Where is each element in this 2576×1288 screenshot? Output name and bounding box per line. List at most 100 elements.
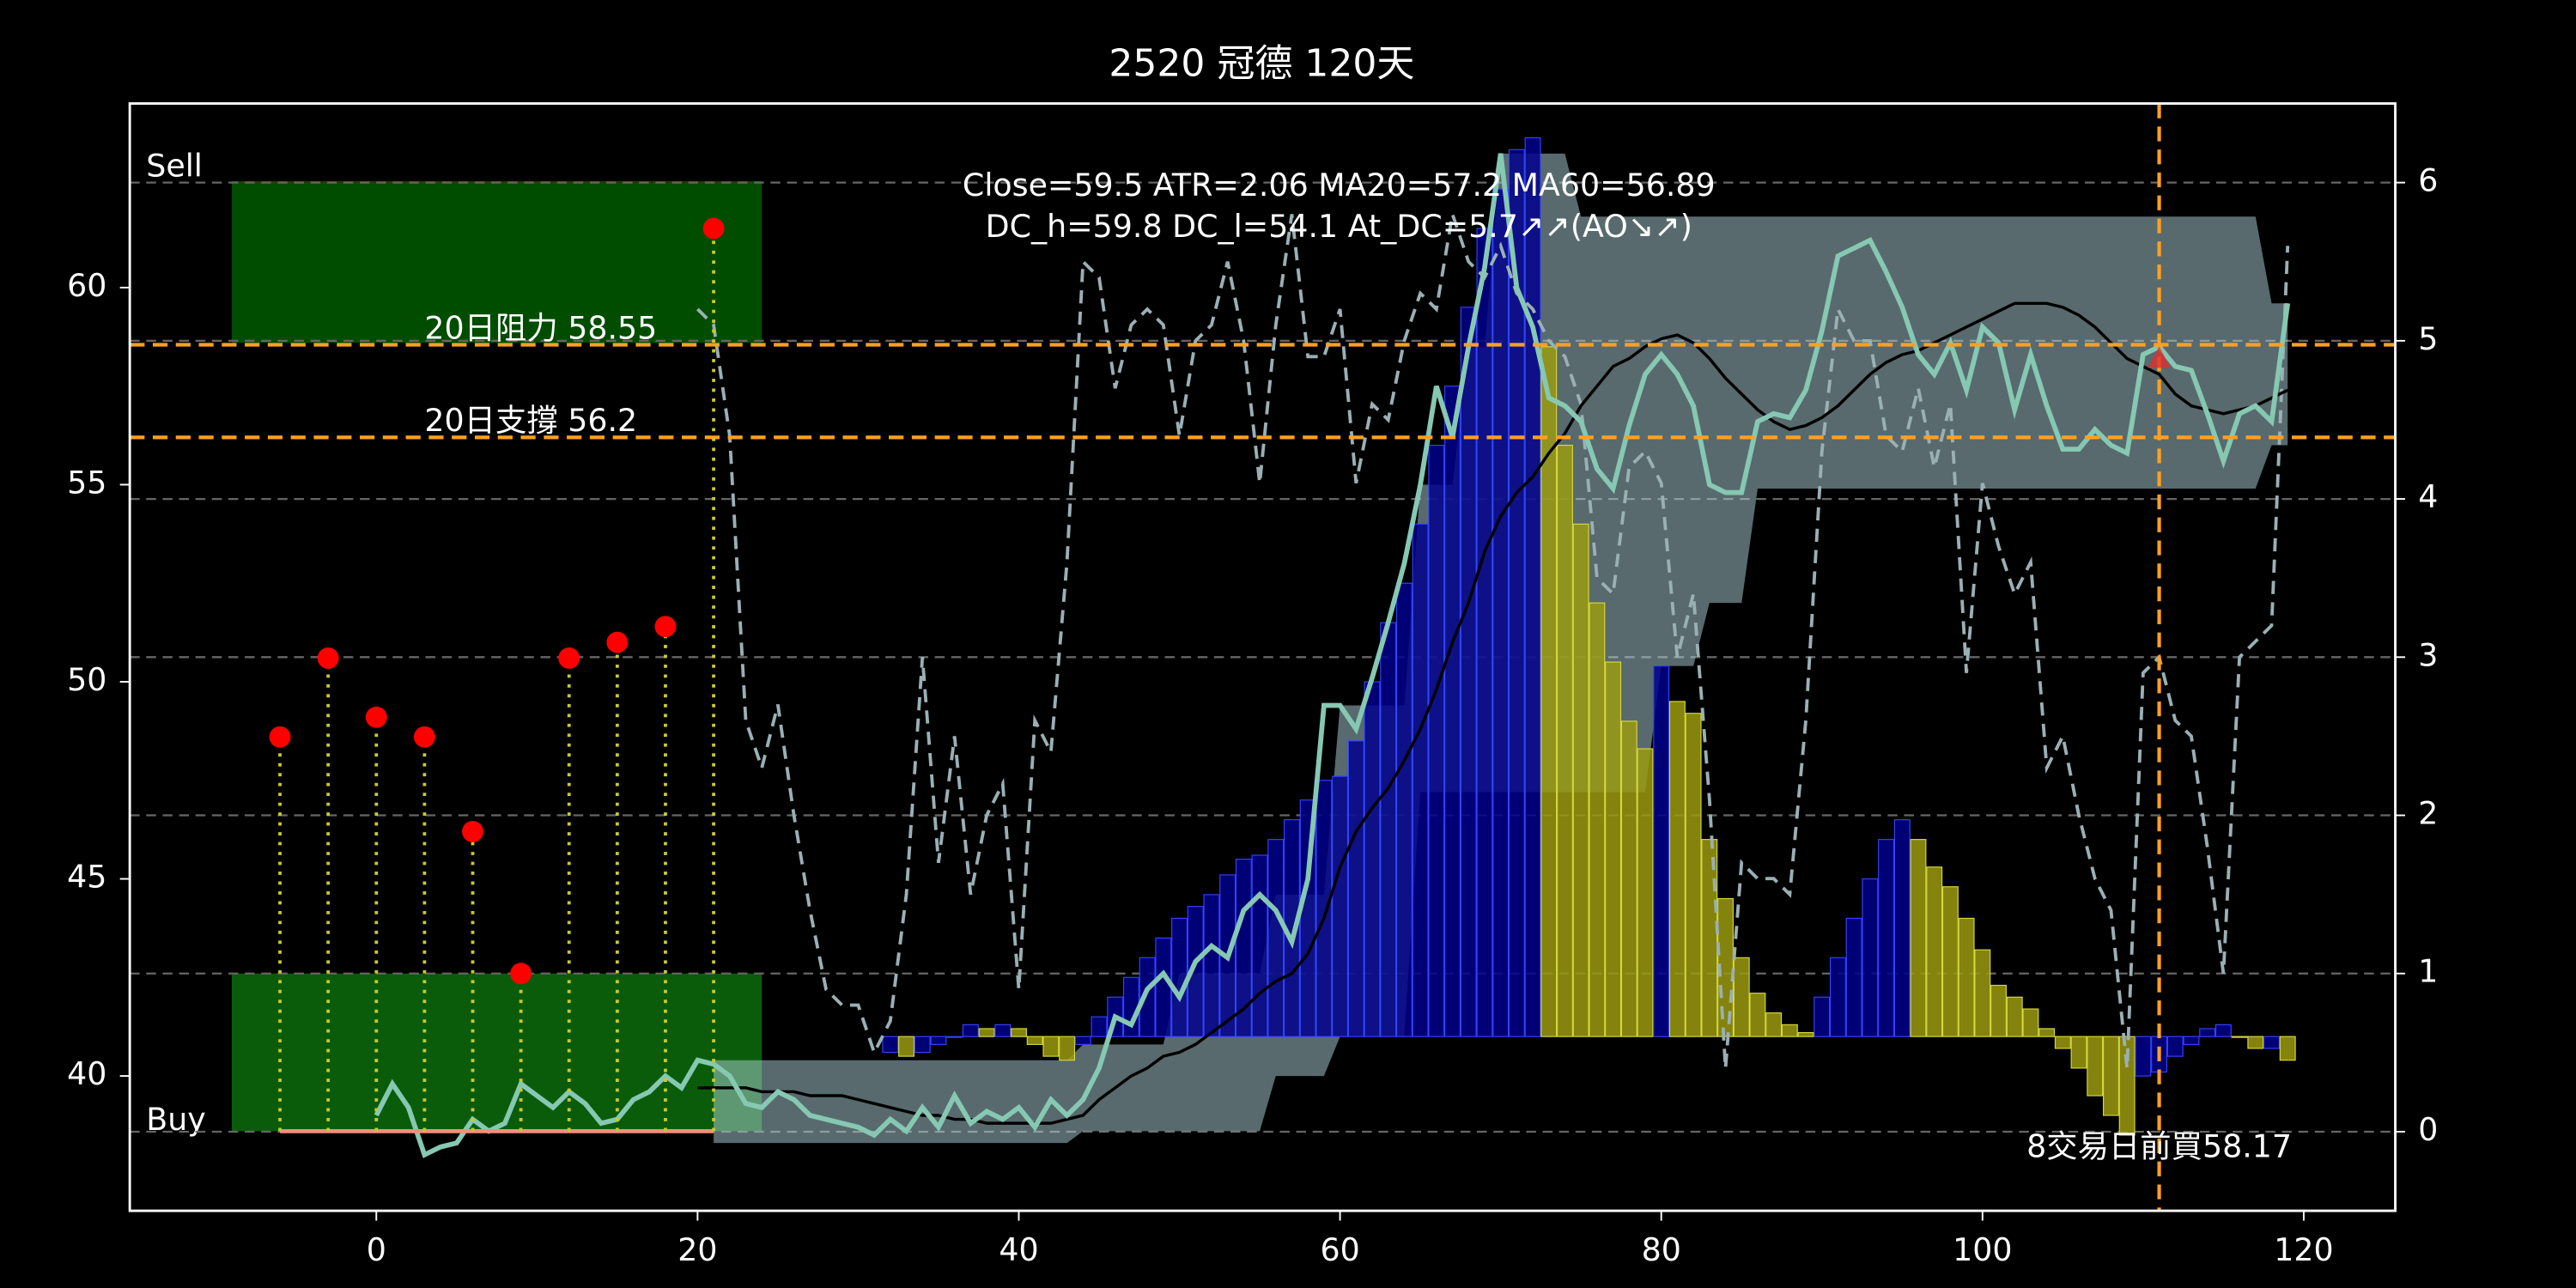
y2-tick-label: 0 [2418,1111,2438,1148]
histogram-bar [2038,1028,2056,1037]
histogram-bar [2102,1036,2119,1116]
x-tick-label: 20 [677,1231,717,1268]
y2-tick-label: 2 [2418,795,2438,832]
histogram-bar [1171,917,1188,1037]
level-label: 20日阻力 58.55 [424,309,657,346]
signal-dot [269,726,291,748]
y2-tick-label: 5 [2418,320,2438,357]
histogram-bar [2247,1036,2264,1049]
histogram-bar [1862,878,1879,1037]
x-tick-label: 80 [1642,1231,1681,1268]
histogram-bar [1653,665,1670,1037]
y2-tick-label: 1 [2418,953,2438,990]
histogram-bar [1605,661,1622,1037]
histogram-bar [1685,713,1702,1037]
histogram-bar [1380,622,1397,1037]
histogram-bar [1910,839,1927,1037]
histogram-bar [1797,1032,1814,1037]
marker-triangle [2148,346,2171,368]
histogram-bar [1572,523,1589,1037]
histogram-bar [1926,866,1943,1037]
histogram-bar [1251,854,1268,1037]
histogram-bar [2070,1036,2087,1069]
histogram-bar [898,1036,915,1057]
histogram-bar [2231,1036,2248,1038]
zone [231,973,762,1132]
signal-dot [606,631,629,653]
histogram-bar [1878,839,1895,1037]
histogram-bar [1026,1036,1043,1045]
histogram-bar [2022,1008,2039,1037]
y2-tick-label: 4 [2418,478,2438,515]
histogram-bar [2166,1036,2184,1057]
histogram-bar [1589,602,1606,1037]
histogram-bar [1187,906,1204,1037]
histogram-bar [1074,1036,1091,1045]
histogram-bar [1155,937,1172,1037]
y2-tick-label: 6 [2418,162,2438,199]
y-tick-label: 45 [67,859,106,896]
histogram-bar [1974,949,1991,1037]
series-line [696,213,2290,1069]
histogram-bar [1203,894,1220,1037]
histogram-bar [1332,775,1349,1037]
histogram-bar [946,1036,963,1038]
histogram-bar [1059,1036,1076,1061]
histogram-bar [1893,819,1911,1037]
histogram-bar [1428,444,1445,1037]
histogram-bar [1958,917,1975,1037]
x-tick-label: 120 [2274,1231,2333,1268]
histogram-bar [1524,137,1541,1037]
histogram-bar [1733,957,1750,1037]
histogram-bar [1444,386,1461,1037]
histogram-bar [1139,957,1156,1037]
histogram-bar [1830,957,1846,1037]
histogram-bar [1637,748,1654,1037]
y2-tick-label: 3 [2418,636,2438,673]
zone-label: Sell [146,148,203,185]
histogram-bar [1845,917,1862,1037]
y-tick-label: 55 [67,464,106,501]
signal-dot [365,706,387,728]
histogram-bar [1395,582,1413,1037]
histogram-bar [1765,1012,1783,1037]
histogram-bar [1508,149,1525,1037]
series-line [697,301,2288,1125]
histogram-bar [930,1036,947,1045]
histogram-bar [1091,1016,1108,1037]
histogram-bar [962,1024,979,1037]
histogram-bar [2054,1036,2071,1049]
histogram-bar [1492,188,1510,1037]
histogram-bar [1620,720,1637,1037]
histogram-bar [1042,1036,1060,1057]
histogram-bar [1460,307,1477,1037]
histogram-bar [978,1028,995,1037]
x-tick-label: 0 [367,1231,386,1268]
signal-dot [413,726,435,748]
x-tick-label: 40 [999,1231,1038,1268]
histogram-bar [2279,1036,2296,1061]
signal-dot [702,217,725,240]
annotation: Close=59.5 ATR=2.06 MA20=57.2 MA60=56.89 [963,167,1716,204]
histogram-bar [1781,1024,1798,1037]
y-tick-label: 60 [67,267,106,304]
signal-dot [558,647,580,669]
histogram-bar [2087,1036,2104,1097]
histogram-bar [1347,740,1364,1037]
chart-title: 2520 冠德 120天 [1109,42,1414,86]
x-tick-label: 100 [1953,1231,2012,1268]
x-tick-label: 60 [1320,1231,1359,1268]
histogram-bar [1011,1028,1027,1037]
histogram-bar [1668,701,1686,1037]
histogram-bar [2006,996,2023,1037]
signal-dot [654,616,677,638]
histogram-bar [1941,886,1959,1037]
zone [231,180,762,343]
histogram-bar [2183,1036,2200,1045]
histogram-bar [1814,996,1831,1037]
histogram-bar [2215,1024,2232,1037]
level-label: 20日支撐 56.2 [424,402,637,439]
histogram-bar [1476,228,1493,1037]
histogram-bar [1267,839,1285,1037]
